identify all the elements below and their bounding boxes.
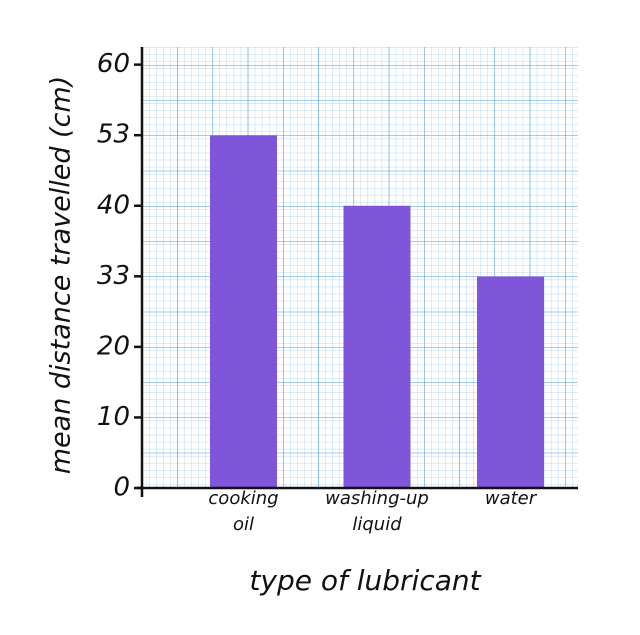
bar [210, 135, 277, 488]
y-tick-label: 0 [113, 473, 130, 503]
y-tick-label: 33 [97, 261, 130, 291]
x-tick-label: water [484, 488, 537, 509]
y-axis-label: mean distance travelled (cm) [46, 76, 77, 475]
y-tick-label: 40 [97, 190, 130, 220]
y-tick-label: 20 [97, 331, 130, 361]
x-tick-label: cooking oil [208, 488, 279, 535]
bar [477, 276, 544, 488]
x-axis-label: type of lubricant [249, 564, 481, 597]
y-tick-label: 60 [97, 49, 130, 79]
y-tick-label: 53 [97, 120, 130, 150]
y-tick-label: 10 [97, 402, 130, 432]
bar [343, 205, 411, 488]
x-tick-label: washing-up liquid [325, 488, 429, 535]
